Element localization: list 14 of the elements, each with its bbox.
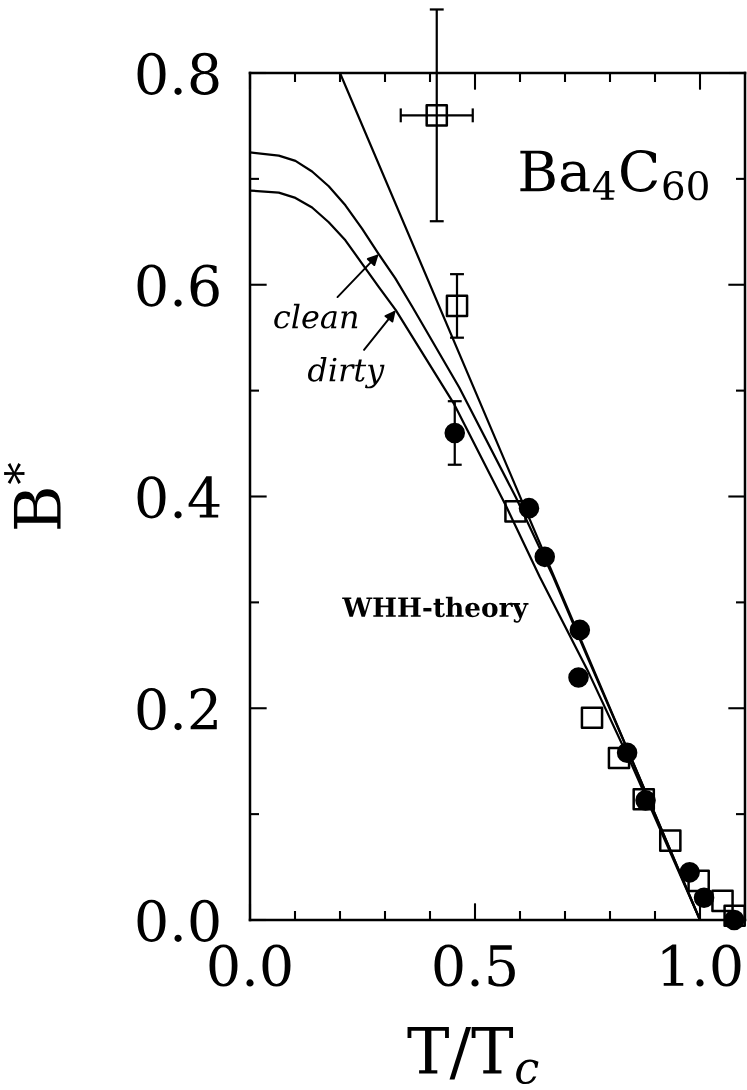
annotation: Ba$_{4}$C$_{60}$ (520, 149, 708, 201)
y-tick-label: 0.6 (137, 264, 219, 307)
x-axis-title: T/T$_{c}$ (407, 1026, 539, 1085)
annotation: clean (274, 303, 358, 329)
y-tick-label: 0.0 (137, 899, 219, 942)
annotation: WHH-theory (342, 596, 529, 623)
y-tick-label: 0.8 (137, 52, 219, 95)
x-tick-label: 0.0 (209, 944, 291, 987)
x-tick-label: 0.5 (434, 944, 515, 987)
y-tick-label: 0.2 (137, 688, 217, 731)
x-tick-label: 1.0 (662, 944, 741, 987)
annotation: dirty (308, 356, 385, 389)
y-tick-label: 0.4 (137, 476, 220, 519)
y-axis-title: B$^{*}$ (4, 463, 61, 529)
